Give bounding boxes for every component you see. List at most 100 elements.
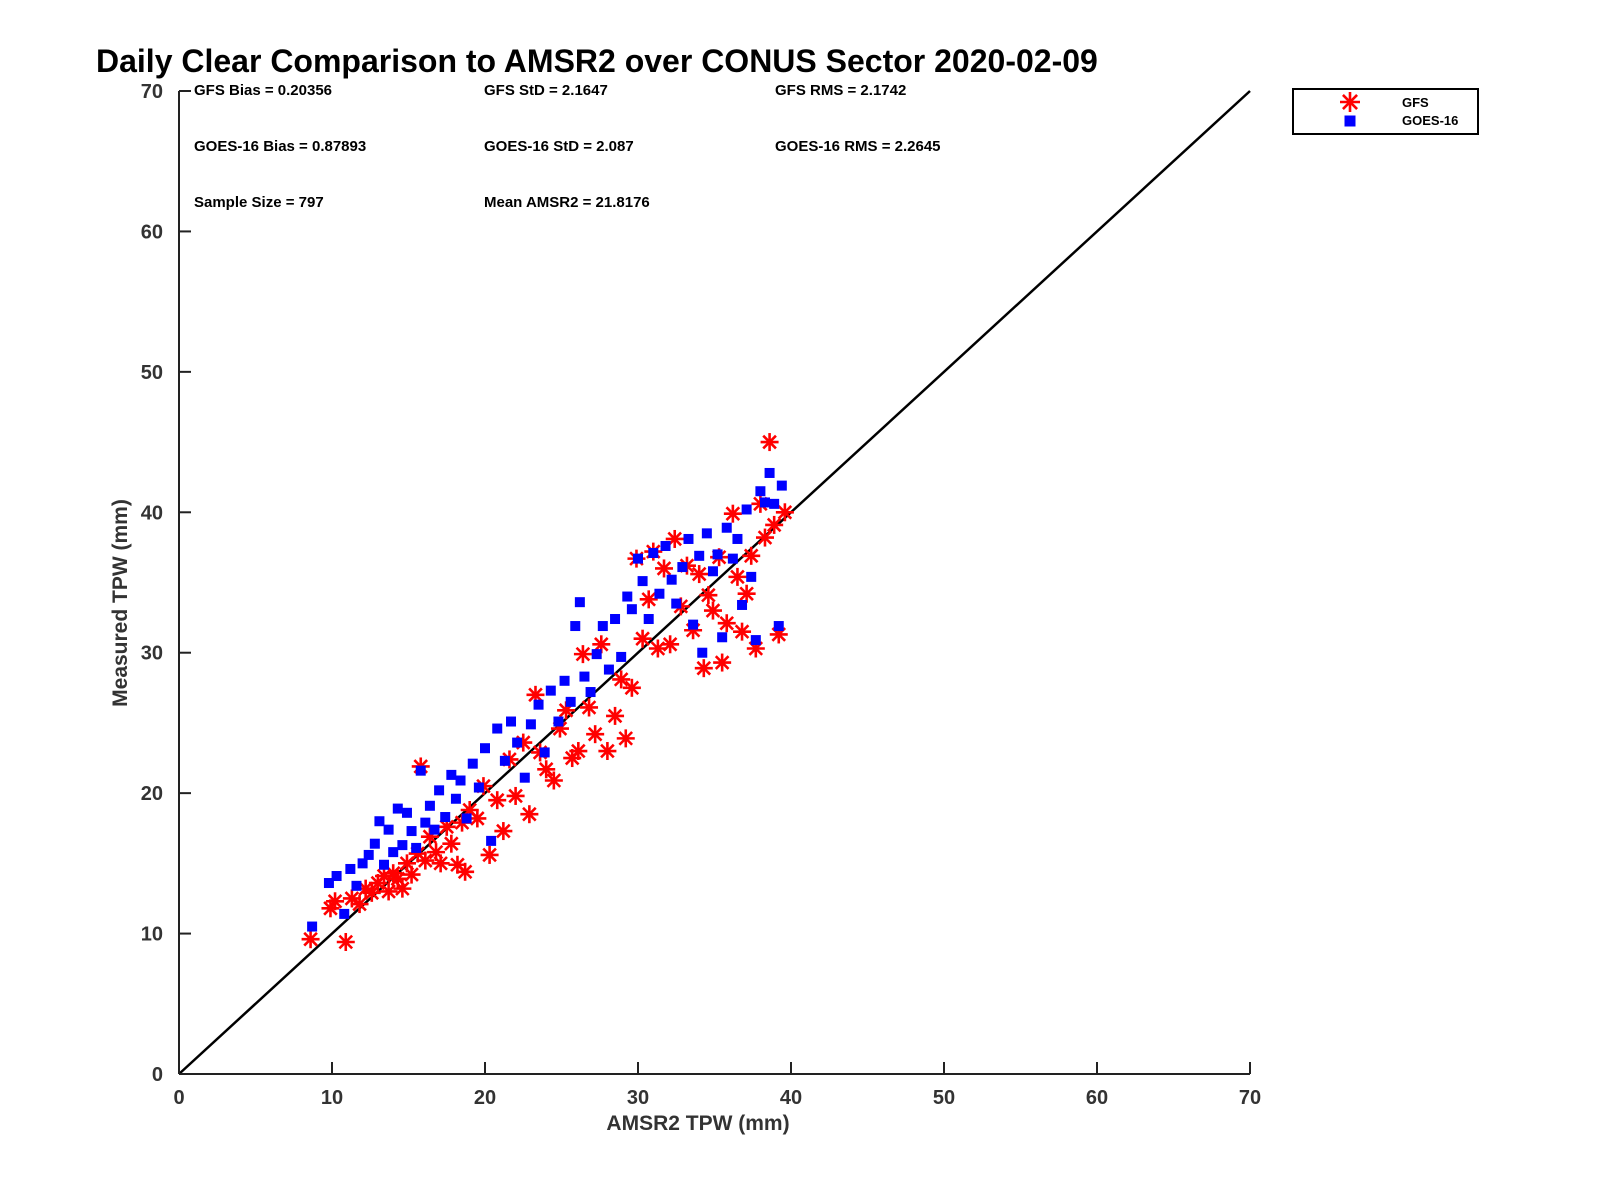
goes16-point — [648, 548, 659, 559]
goes16-point — [369, 838, 380, 849]
goes16-point — [331, 870, 342, 881]
gfs-point — [755, 528, 774, 547]
stat-goes16-bias: GOES-16 Bias = 0.87893 — [194, 138, 366, 155]
chart-title: Daily Clear Comparison to AMSR2 over CON… — [96, 43, 1098, 79]
goes16-point — [512, 737, 523, 748]
gfs-point — [742, 546, 761, 565]
goes16-point — [750, 635, 761, 646]
gfs-point — [480, 845, 499, 864]
goes16-point — [519, 772, 530, 783]
goes16-point — [570, 621, 581, 632]
gfs-point — [580, 698, 599, 717]
goes16-point — [633, 553, 643, 564]
gfs-point — [569, 742, 588, 761]
stat-gfs-rms: GFS RMS = 2.1742 — [775, 82, 906, 99]
gfs-point — [544, 771, 563, 790]
goes16-point — [626, 604, 637, 615]
goes16-point — [616, 651, 627, 662]
gfs-point — [431, 854, 450, 873]
stat-mean-amsr2: Mean AMSR2 = 21.8176 — [484, 194, 650, 211]
axes: 0 10 20 30 40 50 60 70 0 10 20 30 40 50 60 70 — [141, 81, 1261, 1109]
goes16-point — [773, 621, 784, 632]
legend-goes16-square — [1344, 115, 1356, 127]
goes16-point — [683, 533, 694, 544]
goes16-point — [411, 842, 422, 853]
one-to-one-line — [178, 90, 1251, 1075]
gfs-point — [488, 791, 507, 810]
gfs-point — [737, 584, 756, 603]
goes16-point — [401, 807, 412, 818]
goes16-point — [574, 597, 585, 608]
gfs-point — [703, 601, 722, 620]
goes16-point — [307, 921, 318, 932]
gfs-point — [520, 805, 539, 824]
goes16-point — [434, 785, 445, 796]
gfs-point — [393, 879, 412, 898]
y-tick-label: 60 — [141, 221, 163, 243]
stat-goes16-std: GOES-16 StD = 2.087 — [484, 138, 634, 155]
goes16-point — [591, 649, 602, 660]
gfs-point — [612, 670, 631, 689]
goes16-point — [429, 824, 440, 835]
legend-gfs-asterisk — [1340, 92, 1360, 112]
goes16-point — [677, 562, 688, 573]
legend-label-gfs: GFS — [1402, 95, 1429, 110]
gfs-point — [416, 851, 435, 870]
goes16-point — [363, 849, 374, 860]
goes16-point — [379, 859, 390, 870]
y-tick-label: 50 — [141, 362, 163, 384]
gfs-point — [573, 645, 592, 664]
goes16-point — [406, 826, 417, 837]
goes16-point — [539, 747, 550, 758]
stat-gfs-bias: GFS Bias = 0.20356 — [194, 82, 332, 99]
stat-gfs-std: GFS StD = 2.1647 — [484, 82, 608, 99]
legend-label-goes16: GOES-16 — [1402, 113, 1458, 128]
gfs-point — [717, 614, 736, 633]
goes16-point — [585, 687, 596, 698]
goes16-point — [397, 840, 408, 851]
gfs-point — [437, 817, 456, 836]
goes16-point — [769, 498, 780, 509]
gfs-point — [655, 559, 674, 578]
x-tick-label: 0 — [173, 1087, 184, 1109]
goes16-point — [755, 486, 766, 497]
gfs-point — [586, 725, 605, 744]
goes16-point — [666, 574, 677, 585]
gfs-point — [661, 635, 680, 654]
goes16-point — [440, 812, 451, 823]
statistics-panel: GFS Bias = 0.20356 GFS StD = 2.1647 GFS … — [194, 82, 941, 211]
goes16-point — [565, 696, 576, 707]
goes16-point — [450, 793, 461, 804]
goes16-point — [759, 497, 770, 508]
y-tick-label: 70 — [141, 81, 163, 103]
goes16-point — [388, 847, 399, 858]
legend-goes16-square-icon — [1344, 115, 1356, 127]
gfs-point — [733, 622, 752, 641]
goes16-point — [545, 685, 556, 696]
goes16-point — [357, 858, 368, 869]
goes16-point — [701, 528, 712, 539]
goes16-point — [622, 591, 633, 602]
gfs-point — [606, 706, 625, 725]
gfs-point — [379, 882, 398, 901]
goes16-point — [486, 835, 497, 846]
goes16-point — [525, 719, 536, 730]
goes16-point — [776, 480, 787, 491]
x-tick-label: 50 — [933, 1087, 955, 1109]
gfs-point — [633, 629, 652, 648]
goes16-point — [339, 908, 350, 919]
gfs-point — [694, 659, 713, 678]
goes16-point — [694, 550, 705, 561]
gfs-point — [723, 504, 742, 523]
goes16-point — [764, 467, 775, 478]
goes16-point — [717, 632, 728, 643]
x-tick-label: 40 — [780, 1087, 802, 1109]
gfs-point — [598, 742, 617, 761]
y-tick-label: 30 — [141, 643, 163, 665]
goes16-point — [392, 803, 403, 814]
goes16-point — [579, 671, 590, 682]
x-tick-label: 30 — [627, 1087, 649, 1109]
gfs-point — [775, 503, 794, 522]
goes16-point — [637, 576, 648, 587]
legend-box — [1292, 88, 1479, 135]
